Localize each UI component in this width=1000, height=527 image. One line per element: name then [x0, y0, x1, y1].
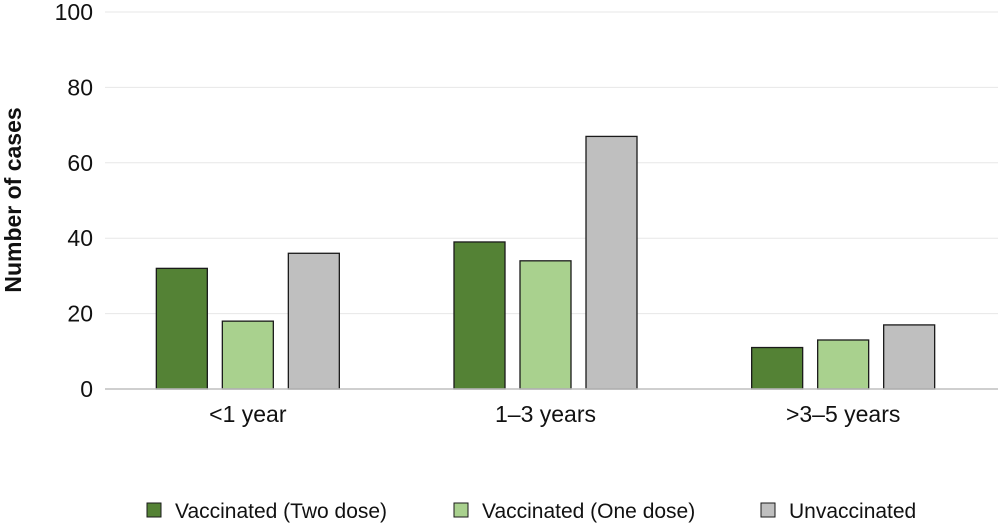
y-tick-label: 40 — [67, 225, 93, 251]
bar-2-2 — [519, 260, 572, 390]
bar-3-3 — [883, 324, 936, 390]
bar-2-3 — [817, 339, 870, 390]
legend-swatch — [146, 502, 162, 518]
legend-label: Vaccinated (One dose) — [482, 500, 695, 523]
bars — [155, 135, 936, 390]
legend-swatch — [760, 502, 776, 518]
y-tick-label: 100 — [55, 0, 93, 25]
y-tick-label: 80 — [67, 74, 93, 100]
bar-2-1 — [221, 320, 274, 390]
legend-label: Unvaccinated — [789, 500, 916, 523]
y-tick-label: 20 — [67, 301, 93, 327]
bar-1-3 — [751, 346, 804, 390]
x-tick-label: 1–3 years — [495, 401, 596, 427]
legend: Vaccinated (Two dose) Vaccinated (One dos… — [146, 500, 916, 523]
y-axis-title: Number of cases — [0, 107, 26, 292]
bar-1-2 — [453, 241, 506, 390]
legend-swatch — [453, 502, 469, 518]
gridlines — [105, 11, 998, 315]
y-axis-ticks: 0 20 40 60 80 100 — [55, 0, 93, 402]
x-tick-label: >3–5 years — [786, 401, 900, 427]
x-tick-label: <1 year — [209, 401, 287, 427]
legend-label: Vaccinated (Two dose) — [175, 500, 387, 523]
y-tick-label: 0 — [80, 376, 93, 402]
bar-1-1 — [155, 267, 208, 390]
x-axis-ticks: <1 year 1–3 years >3–5 years — [209, 401, 900, 427]
bar-3-1 — [287, 252, 340, 390]
y-tick-label: 60 — [67, 150, 93, 176]
bar-3-2 — [585, 135, 638, 390]
